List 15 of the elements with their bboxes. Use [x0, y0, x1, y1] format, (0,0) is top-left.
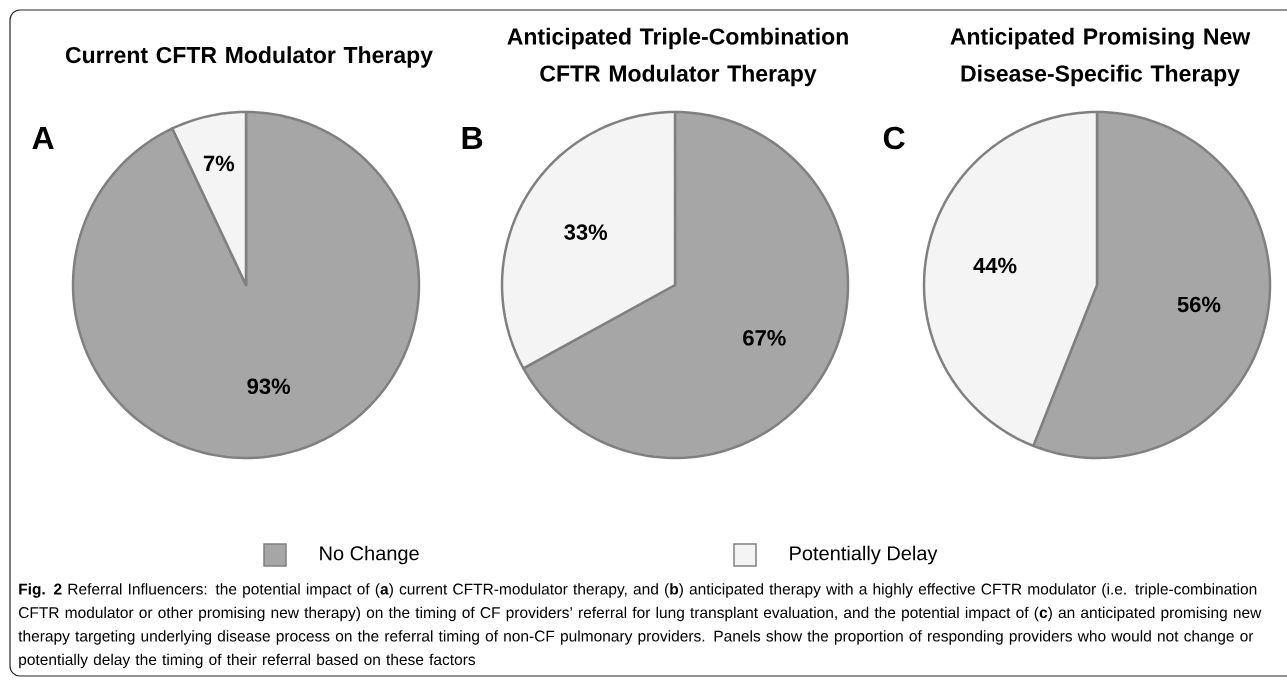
- text: Fig. 2 Referral Influencers: the potential impact of (a) current CFTR-modulator therapy, and (b) anticipated therapy with a highly effective CFTR modulator (i.e. triple-combination CFTR modulator or other promising new therapy) on the timing of CF providers’ referral for lung transplant evaluation, and the potential impact of (c) an anticipated promising new therapy targeting underlying disease process on the referral timing of non-CF pulmonary providers. Panels show the proportion of responding providers who would not change or potentially delay the timing of their referral based on these factors: [18, 583, 1262, 669]
- data-label: 93%: [247, 378, 291, 395]
- chart-title: Anticipated Triple-Combination CFTR Modulator Therapy: [507, 27, 848, 87]
- chart-title: Anticipated Promising New Disease-Specific Therapy: [950, 27, 1251, 87]
- data-label: 44%: [973, 257, 1017, 274]
- legend-label: Potentially Delay: [790, 545, 938, 565]
- legend-label: No Change: [320, 545, 419, 565]
- text: A: [32, 127, 54, 149]
- chart-title: Current CFTR Modulator Therapy: [65, 46, 433, 68]
- data-label: 56%: [1177, 296, 1221, 313]
- data-label: 67%: [743, 330, 786, 346]
- data-label: 33%: [564, 224, 608, 240]
- text: C: [883, 126, 905, 150]
- text: B: [462, 127, 483, 149]
- data-label: 7%: [203, 155, 235, 172]
